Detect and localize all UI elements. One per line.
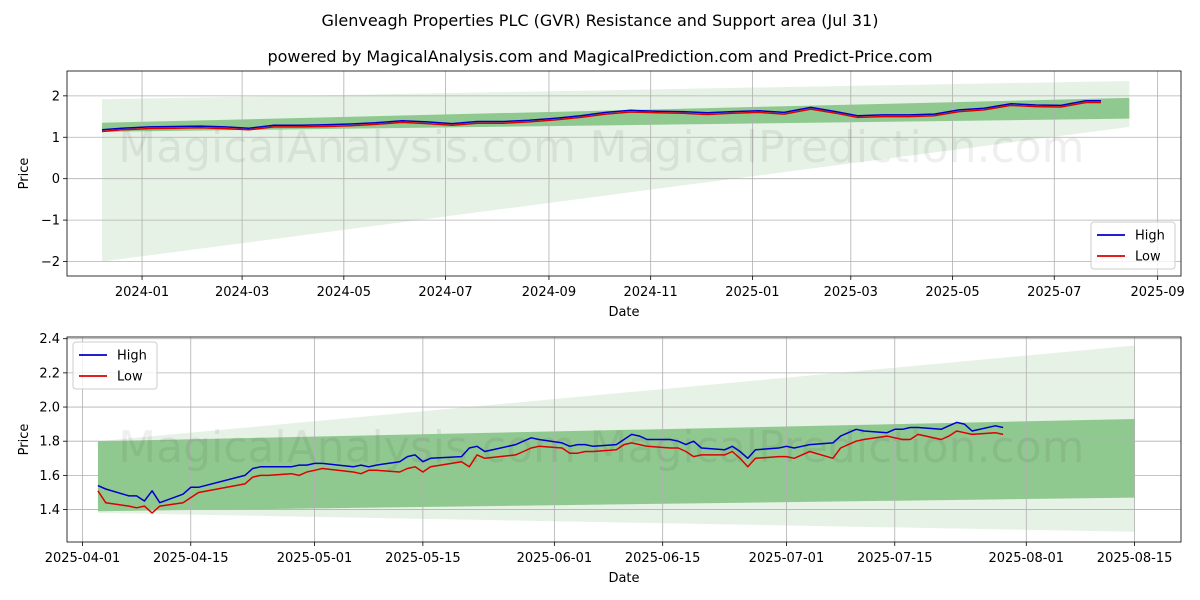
- x-axis-label: Date: [608, 305, 639, 320]
- y-tick-label: 1.4: [39, 503, 60, 518]
- y-tick-label: 1: [52, 131, 60, 146]
- bottom-panel: MagicalAnalysis.com MagicalPrediction.com…: [17, 332, 1182, 586]
- legend-label-high: High: [1135, 229, 1165, 244]
- y-tick-label: 2: [52, 89, 60, 104]
- y-tick-label: 1.8: [39, 435, 60, 450]
- legend-label-low: Low: [1135, 250, 1161, 265]
- support-resistance-band-inner: [97, 419, 1135, 512]
- x-tick-label: 2025-06-01: [517, 551, 593, 566]
- legend-label-low: Low: [117, 370, 143, 385]
- y-axis-label: Price: [17, 158, 32, 190]
- y-tick-label: 2.4: [39, 332, 60, 347]
- x-tick-label: 2024-11: [624, 285, 678, 300]
- x-tick-label: 2025-08-01: [988, 551, 1064, 566]
- y-tick-label: 1.6: [39, 469, 60, 484]
- x-tick-label: 2025-07-15: [857, 551, 933, 566]
- x-tick-label: 2025-09: [1130, 285, 1184, 300]
- y-tick-label: 0: [52, 172, 60, 187]
- x-tick-label: 2025-05-01: [277, 551, 353, 566]
- x-tick-label: 2025-06-15: [625, 551, 701, 566]
- x-tick-label: 2024-01: [115, 285, 169, 300]
- x-tick-label: 2025-01: [725, 285, 779, 300]
- x-tick-label: 2024-09: [522, 285, 576, 300]
- series-line-low: [97, 430, 1004, 514]
- y-tick-label: 2.0: [39, 401, 60, 416]
- top-panel: MagicalAnalysis.com MagicalPrediction.com…: [17, 70, 1185, 320]
- y-tick-label: 2.2: [39, 366, 60, 381]
- x-tick-label: 2025-05: [925, 285, 979, 300]
- x-tick-label: 2025-03: [824, 285, 878, 300]
- legend-box: [72, 341, 158, 390]
- x-tick-label: 2025-07-01: [749, 551, 825, 566]
- series-line-high: [101, 100, 1101, 131]
- legend-box: [1090, 221, 1176, 270]
- legend-label-high: High: [117, 349, 147, 364]
- series-line-high: [97, 421, 1004, 504]
- x-tick-label: 2025-07: [1027, 285, 1081, 300]
- x-tick-label: 2024-03: [215, 285, 269, 300]
- x-tick-label: 2025-04-15: [153, 551, 229, 566]
- y-tick-label: −1: [41, 214, 60, 229]
- watermark-text: MagicalAnalysis.com: [118, 422, 576, 473]
- y-axis-label: Price: [17, 424, 32, 456]
- x-tick-label: 2025-08-15: [1097, 551, 1173, 566]
- plot-frame: [66, 336, 1182, 543]
- x-axis-label: Date: [608, 571, 639, 586]
- x-tick-label: 2025-05-15: [385, 551, 461, 566]
- chart-subtitle: powered by MagicalAnalysis.com and Magic…: [267, 47, 932, 66]
- watermark-text: MagicalAnalysis.com: [118, 122, 576, 173]
- y-tick-label: −2: [41, 255, 60, 270]
- x-tick-label: 2024-05: [317, 285, 371, 300]
- plot-frame: [66, 70, 1182, 277]
- x-tick-label: 2024-07: [418, 285, 472, 300]
- series-line-low: [101, 101, 1101, 133]
- chart-title: Glenveagh Properties PLC (GVR) Resistanc…: [322, 11, 879, 30]
- x-tick-label: 2025-04-01: [45, 551, 121, 566]
- watermark-text: MagicalPrediction.com: [590, 122, 1085, 173]
